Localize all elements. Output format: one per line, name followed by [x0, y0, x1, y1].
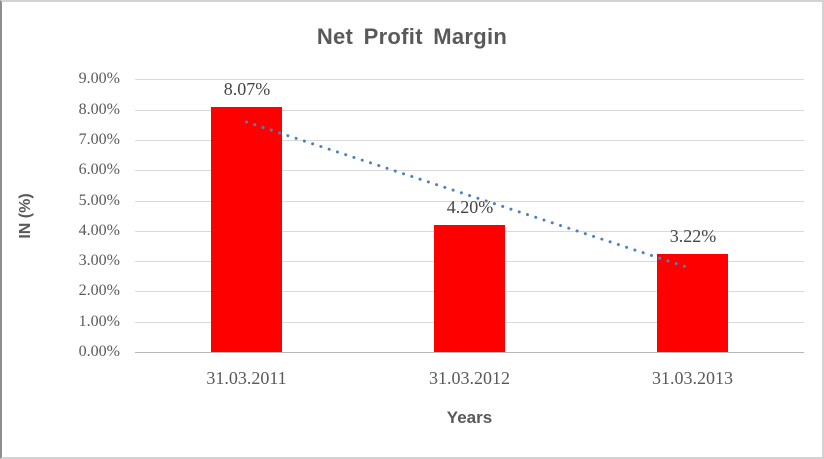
y-tick-label: 6.00%: [78, 161, 120, 178]
gridline: [135, 110, 804, 111]
gridline: [135, 79, 804, 80]
x-tick-label: 31.03.2012: [429, 368, 510, 388]
gridline: [135, 352, 804, 353]
x-axis-title: Years: [446, 408, 493, 427]
bar-data-label: 4.20%: [446, 197, 494, 217]
y-tick-label: 2.00%: [78, 282, 120, 299]
y-tick-label: 9.00%: [78, 70, 120, 87]
bar-data-label: 8.07%: [223, 79, 271, 99]
y-tick-label: 5.00%: [78, 192, 120, 209]
x-tick-label: 31.03.2013: [652, 368, 733, 388]
bar: [434, 225, 505, 352]
y-tick-label: 8.00%: [78, 101, 120, 118]
chart-title: Net Profit Margin: [316, 24, 508, 49]
y-tick-label: 0.00%: [78, 343, 120, 360]
y-tick-label: 1.00%: [78, 313, 120, 330]
bar-data-label: 3.22%: [669, 226, 717, 246]
y-tick-label: 7.00%: [78, 131, 120, 148]
bar: [657, 254, 728, 352]
y-tick-label: 4.00%: [78, 222, 120, 239]
bar: [211, 107, 282, 352]
y-tick-label: 3.00%: [78, 252, 120, 269]
x-tick-label: 31.03.2011: [206, 368, 287, 388]
